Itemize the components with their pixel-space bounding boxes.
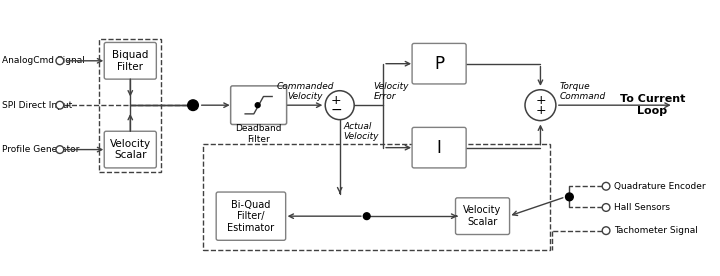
FancyBboxPatch shape bbox=[412, 43, 466, 84]
Text: SPI Direct Input: SPI Direct Input bbox=[2, 101, 72, 110]
Circle shape bbox=[325, 91, 354, 120]
Text: Actual
Velocity: Actual Velocity bbox=[343, 122, 379, 141]
Text: +: + bbox=[535, 94, 546, 107]
Text: Quadrature Encoder: Quadrature Encoder bbox=[613, 182, 706, 191]
Text: −: − bbox=[330, 103, 342, 117]
Text: Biquad
Filter: Biquad Filter bbox=[112, 50, 148, 71]
FancyBboxPatch shape bbox=[104, 43, 156, 79]
Circle shape bbox=[602, 227, 610, 235]
Text: +: + bbox=[330, 94, 341, 107]
FancyBboxPatch shape bbox=[412, 128, 466, 168]
Circle shape bbox=[525, 90, 556, 121]
Text: To Current
Loop: To Current Loop bbox=[620, 94, 685, 116]
Circle shape bbox=[602, 204, 610, 211]
Text: Tachometer Signal: Tachometer Signal bbox=[613, 226, 698, 235]
Text: +: + bbox=[535, 104, 546, 116]
Text: P: P bbox=[434, 55, 444, 73]
Circle shape bbox=[256, 103, 260, 108]
Text: Commanded
Velocity: Commanded Velocity bbox=[276, 82, 333, 101]
Circle shape bbox=[188, 100, 198, 110]
Text: Velocity
Scalar: Velocity Scalar bbox=[464, 205, 502, 227]
FancyBboxPatch shape bbox=[456, 198, 510, 235]
Circle shape bbox=[565, 193, 573, 201]
Text: AnalogCmd Signal: AnalogCmd Signal bbox=[2, 56, 85, 65]
Text: Torque
Command: Torque Command bbox=[559, 82, 606, 101]
Circle shape bbox=[602, 182, 610, 190]
Text: Profile Generator: Profile Generator bbox=[2, 145, 79, 154]
Text: Deadband
Filter: Deadband Filter bbox=[235, 124, 282, 144]
Text: Hall Sensors: Hall Sensors bbox=[613, 203, 670, 212]
FancyBboxPatch shape bbox=[216, 192, 286, 240]
Text: I: I bbox=[436, 139, 441, 157]
Circle shape bbox=[56, 57, 63, 65]
Circle shape bbox=[56, 101, 63, 109]
Circle shape bbox=[364, 213, 370, 219]
FancyBboxPatch shape bbox=[104, 131, 156, 168]
Text: Bi-Quad
Filter/
Estimator: Bi-Quad Filter/ Estimator bbox=[228, 200, 274, 233]
Circle shape bbox=[56, 146, 63, 153]
Text: Velocity
Error: Velocity Error bbox=[374, 82, 409, 101]
FancyBboxPatch shape bbox=[230, 86, 287, 124]
Text: Velocity
Scalar: Velocity Scalar bbox=[109, 139, 151, 160]
